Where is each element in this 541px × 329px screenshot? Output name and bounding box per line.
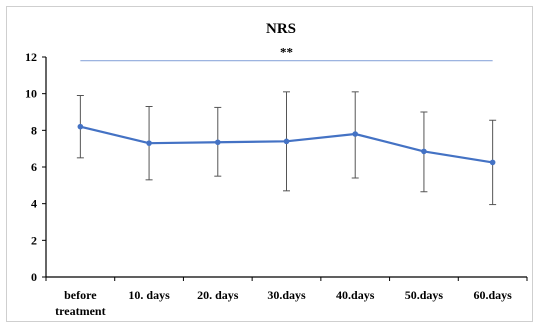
y-tick-label: 10 [25, 87, 37, 101]
data-point [421, 148, 427, 155]
y-tick-label: 12 [25, 50, 37, 64]
y-tick-label: 6 [31, 160, 37, 174]
x-tick-label: 50.days [405, 288, 444, 302]
x-tick-label: before treatment [55, 288, 105, 318]
x-tick-label-line: 10. days [128, 288, 170, 302]
x-tick-label-line: 60.days [473, 288, 512, 302]
x-tick-label-line: before [64, 288, 97, 302]
x-tick-label: 30.days [267, 288, 306, 302]
y-tick-label: 8 [31, 123, 37, 137]
data-point [214, 139, 221, 146]
chart-frame [6, 6, 533, 322]
x-tick-label-line: 20. days [197, 288, 239, 302]
x-tick-label-line: 40.days [336, 288, 375, 302]
x-tick-label: 10. days [128, 288, 170, 302]
significance-annotation: ** [80, 45, 493, 62]
y-tick-label: 2 [31, 233, 37, 247]
x-tick-label: 40.days [336, 288, 375, 302]
y-tick-label: 4 [31, 197, 37, 211]
chart-title: NRS [266, 21, 296, 37]
significance-label: ** [280, 45, 293, 60]
data-point [146, 140, 152, 146]
error-bars [76, 91, 497, 206]
x-tick-label: 20. days [197, 288, 239, 302]
x-tick-label-line: 50.days [405, 288, 444, 302]
x-tick-label-line: treatment [55, 304, 105, 318]
y-tick-label: 0 [31, 270, 37, 284]
data-points [77, 123, 496, 166]
data-point [489, 159, 496, 166]
data-point [283, 138, 290, 145]
x-tick-label-line: 30.days [267, 288, 306, 302]
data-point [77, 123, 84, 130]
x-axis-ticks: before treatment 10. days 20. days 30.days 40… [45, 277, 528, 318]
x-tick-label: 60.days [473, 288, 512, 302]
y-axis-ticks: 0 2 4 6 8 10 12 [25, 50, 46, 284]
data-point [352, 131, 359, 137]
